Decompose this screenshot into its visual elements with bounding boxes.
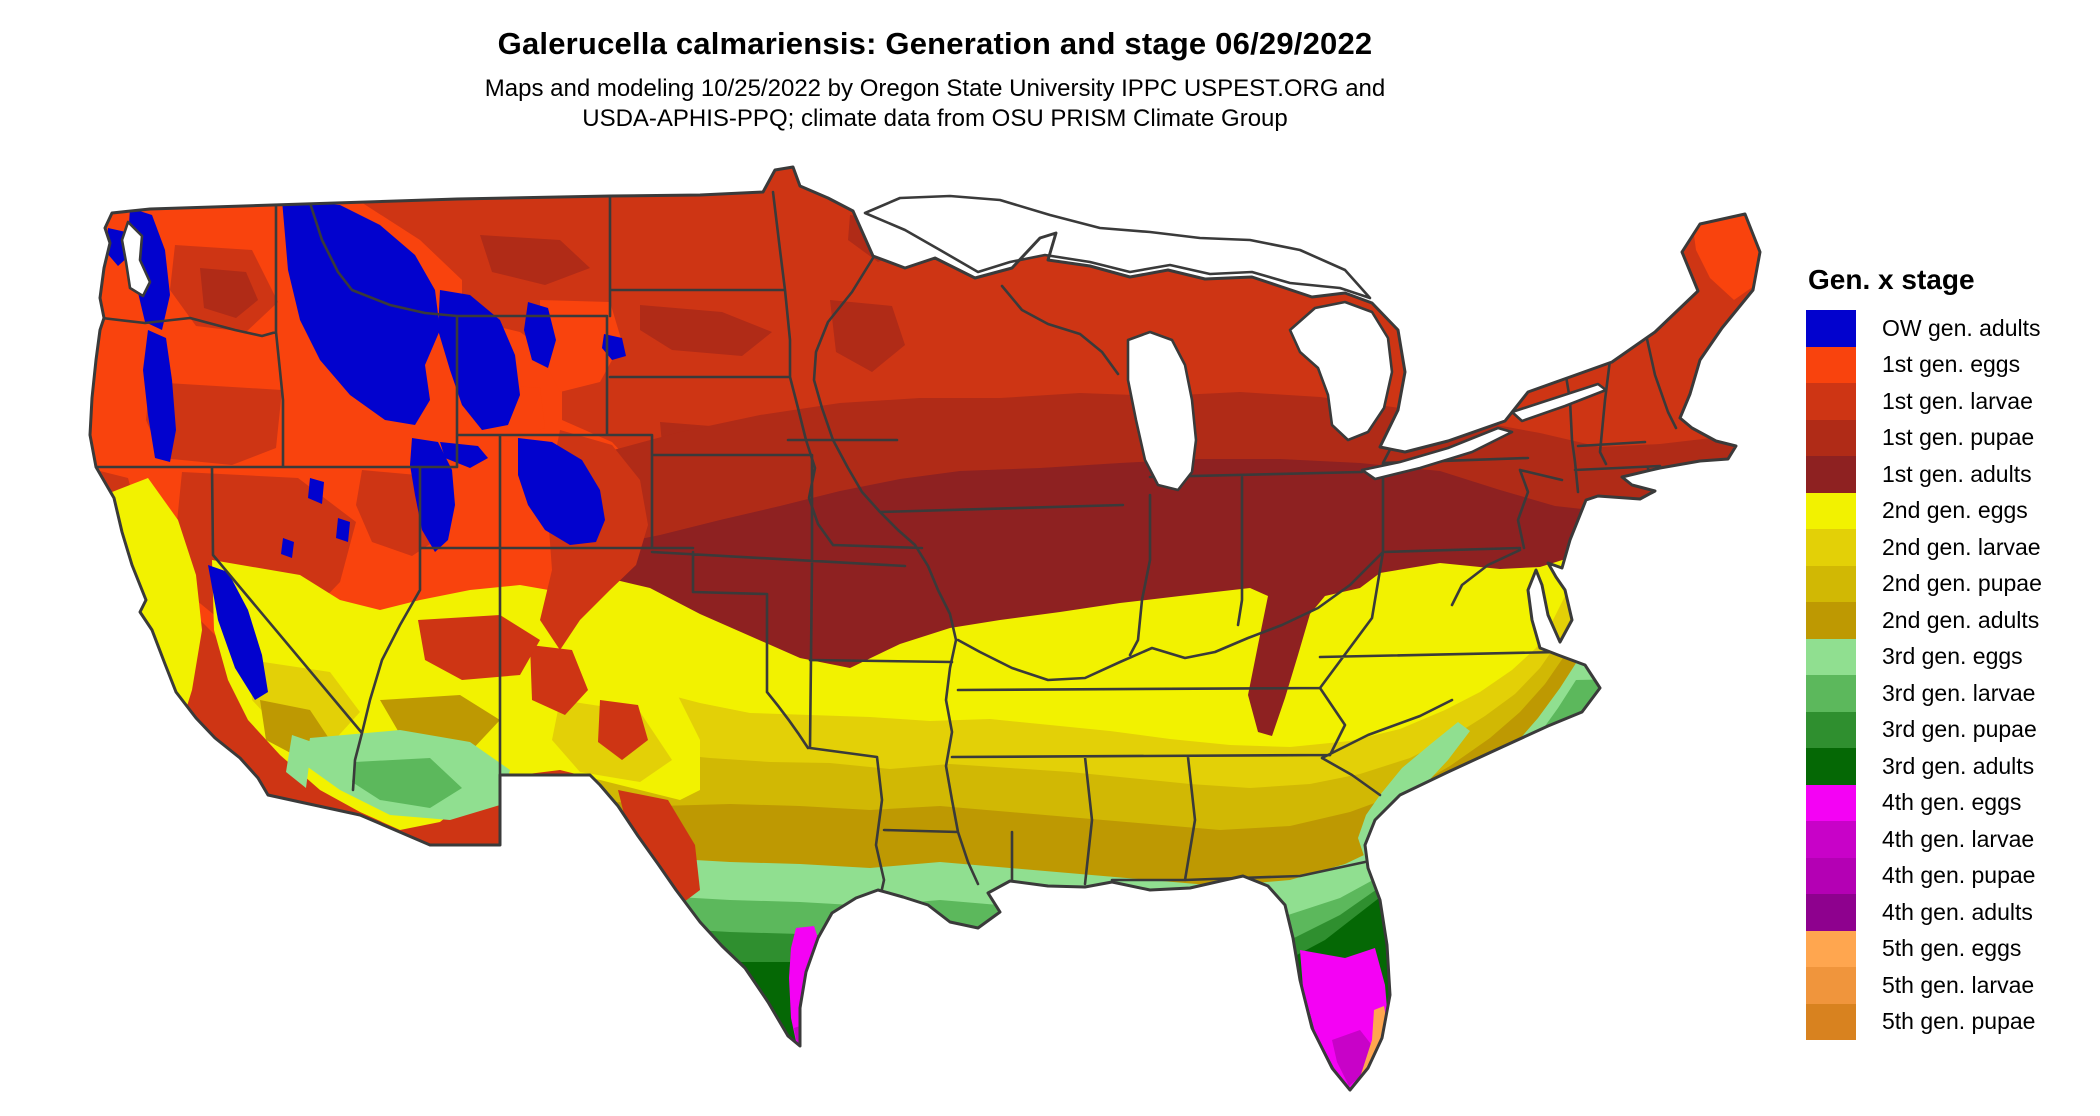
lake-huron [1288,300,1394,442]
legend-title: Gen. x stage [1808,264,1975,295]
legend-item-label: 3rd gen. adults [1882,752,2035,779]
great-lakes [120,194,1608,492]
legend-color-swatch [1806,857,1856,894]
legend-item-label: 4th gen. adults [1882,898,2033,925]
region-ca-valley-yellow [108,478,202,745]
legend-item-label: 5th gen. larvae [1882,971,2035,998]
legend-item: 5th gen. pupae [1806,1003,2096,1040]
legend-item-label: 2nd gen. eggs [1882,497,2028,524]
legend-color-swatch [1806,748,1856,785]
legend-item-label: 1st gen. pupae [1882,424,2035,451]
legend-item-label: 2nd gen. pupae [1882,570,2042,597]
legend-item-label: 1st gen. eggs [1882,351,2021,378]
legend-color-swatch [1806,383,1856,420]
legend-item-label: 3rd gen. eggs [1882,643,2023,670]
region-5th-eggs-orange [1355,1006,1389,1090]
legend-item-label: 4th gen. eggs [1882,789,2022,816]
legend-item-label: 3rd gen. pupae [1882,716,2037,743]
legend-item: 3rd gen. adults [1806,748,2096,785]
legend-item-label: 4th gen. pupae [1882,862,2036,889]
legend-item: 3rd gen. larvae [1806,675,2096,712]
legend-item: 2nd gen. pupae [1806,565,2096,602]
lake-erie [1360,426,1514,481]
lake-michigan [1126,330,1198,492]
legend-item-label: 1st gen. adults [1882,460,2032,487]
subtitle-line-2: USDA-APHIS-PPQ; climate data from OSU PR… [582,105,1288,132]
legend-color-swatch [1806,784,1856,821]
region-4th-larvae [794,1024,1374,1086]
legend-item: 2nd gen. eggs [1806,492,2096,529]
legend-item: 5th gen. eggs [1806,930,2096,967]
us-outline [88,165,1762,1092]
legend-item: 4th gen. eggs [1806,784,2096,821]
legend-item-label: 2nd gen. adults [1882,606,2040,633]
legend-item: OW gen. adults [1806,310,2096,347]
legend-item: 1st gen. adults [1806,456,2096,493]
region-az-green [352,758,462,808]
legend-color-swatch [1806,529,1856,566]
legend-color-swatch [1806,346,1856,383]
legend-item: 1st gen. pupae [1806,419,2096,456]
legend-color-swatch [1806,821,1856,858]
legend-color-swatch [1806,602,1856,639]
legend-color-swatch [1806,711,1856,748]
legend-item: 1st gen. larvae [1806,383,2096,420]
legend-item: 2nd gen. adults [1806,602,2096,639]
lake-ontario [1510,382,1608,423]
legend-item: 3rd gen. eggs [1806,638,2096,675]
legend-item: 4th gen. adults [1806,894,2096,931]
legend-item: 1st gen. eggs [1806,346,2096,383]
legend-item: 4th gen. larvae [1806,821,2096,858]
page-subtitle: Maps and modeling 10/25/2022 by Oregon S… [0,74,1870,134]
legend-item-label: 2nd gen. larvae [1882,533,2041,560]
legend-color-swatch [1806,565,1856,602]
legend-item-label: 3rd gen. larvae [1882,679,2036,706]
legend-item-label: 5th gen. eggs [1882,935,2022,962]
puget-sound [120,220,152,298]
legend-item: 5th gen. larvae [1806,967,2096,1004]
legend-color-swatch [1806,638,1856,675]
legend-item-label: 1st gen. larvae [1882,387,2033,414]
legend-color-swatch [1806,967,1856,1004]
legend-item-label: OW gen. adults [1882,314,2041,341]
region-ow-adults-blue [106,200,626,700]
legend-item: 4th gen. pupae [1806,857,2096,894]
legend-rows: OW gen. adults 1st gen. eggs 1st gen. la… [1806,310,2096,1040]
legend-color-swatch [1806,930,1856,967]
page-title: Galerucella calmariensis: Generation and… [497,26,1373,61]
legend-color-swatch [1806,310,1856,347]
legend-color-swatch [1806,492,1856,529]
header: Galerucella calmariensis: Generation and… [0,0,1870,134]
legend-color-swatch [1806,1003,1856,1040]
state-borders [94,190,1678,900]
legend-item: 2nd gen. larvae [1806,529,2096,566]
legend-item-label: 4th gen. larvae [1882,825,2035,852]
legend-color-swatch [1806,419,1856,456]
subtitle-line-1: Maps and modeling 10/25/2022 by Oregon S… [484,75,1386,102]
legend-color-swatch [1806,675,1856,712]
legend-color-swatch [1806,456,1856,493]
legend: Gen. x stage OW gen. adults 1st gen. egg… [1806,264,2096,1040]
legend-color-swatch [1806,894,1856,931]
raster-fill-layers [90,167,1760,1090]
legend-item: 3rd gen. pupae [1806,711,2096,748]
legend-item-label: 5th gen. pupae [1882,1008,2036,1035]
lake-superior [863,194,1372,300]
